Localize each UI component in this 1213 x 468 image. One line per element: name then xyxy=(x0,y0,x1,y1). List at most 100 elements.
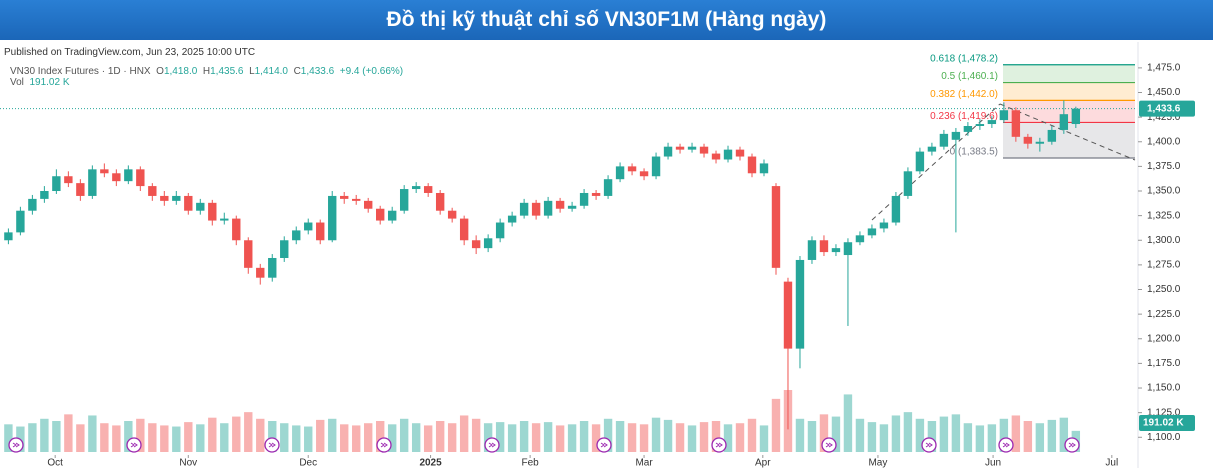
volume-bar xyxy=(639,424,649,452)
candle-body xyxy=(447,210,457,219)
volume-bar xyxy=(663,419,673,452)
candle-body xyxy=(927,146,937,152)
volume-bar xyxy=(567,424,577,452)
candle-body xyxy=(555,200,565,209)
volume-bar xyxy=(747,418,757,452)
event-arrow xyxy=(380,442,388,448)
y-tick-label: 1,450.0 xyxy=(1147,87,1181,98)
change: +9.4 (+0.66%) xyxy=(339,66,404,77)
candle-body xyxy=(280,240,289,258)
volume-bar xyxy=(232,416,241,452)
volume-bar xyxy=(76,424,85,452)
vol-value: 191.02 K xyxy=(29,77,70,88)
volume-bar xyxy=(819,414,829,452)
volume-bar xyxy=(987,424,997,452)
vol-label: Vol xyxy=(10,77,24,88)
volume-bar xyxy=(340,424,349,452)
volume-bar xyxy=(795,418,805,452)
candle-body xyxy=(459,218,469,241)
volume-bar xyxy=(687,425,697,452)
h-value: 1,435.6 xyxy=(210,66,244,77)
fib-band xyxy=(1003,82,1135,101)
c-value: 1,433.6 xyxy=(300,66,335,77)
volume-bar xyxy=(292,425,301,452)
candle-body xyxy=(196,202,205,211)
candle-body xyxy=(843,242,853,256)
candle-body xyxy=(411,186,421,190)
y-tick-label: 1,300.0 xyxy=(1147,235,1181,246)
event-arrow xyxy=(12,442,20,448)
event-arrow xyxy=(488,442,496,448)
published: Published on TradingView.com, Jun 23, 20… xyxy=(4,47,256,58)
candle-body xyxy=(16,210,25,233)
candle-body xyxy=(88,169,97,196)
candle-body xyxy=(795,259,805,349)
volume-bar xyxy=(280,423,289,452)
candle-body xyxy=(160,195,169,201)
volume-bar xyxy=(855,418,865,452)
fib-label: 0.236 (1,419.6) xyxy=(930,111,998,122)
volume-bar xyxy=(879,424,889,452)
candle-body xyxy=(531,202,541,216)
volume-badge-label: 191.02 K xyxy=(1143,418,1184,429)
candle-body xyxy=(208,202,217,221)
candle-body xyxy=(100,169,109,174)
volume-bar xyxy=(939,416,949,452)
candle-body xyxy=(963,125,973,132)
volume-bar xyxy=(651,417,661,452)
candle-body xyxy=(435,192,445,211)
symbol: VN30 Index Futures · 1D · HNX xyxy=(10,66,151,77)
x-tick-label: Apr xyxy=(755,458,771,468)
volume-bar xyxy=(220,423,229,452)
volume-bar xyxy=(148,423,157,452)
event-arrow xyxy=(715,442,723,448)
candle-body xyxy=(987,120,997,125)
volume-bar xyxy=(867,422,877,452)
volume-bar xyxy=(723,424,733,452)
volume-bar xyxy=(963,423,973,452)
candle-body xyxy=(292,230,301,241)
volume-bar xyxy=(627,423,637,452)
volume-bar xyxy=(352,425,361,452)
candle-body xyxy=(399,189,409,211)
candle-body xyxy=(1011,110,1021,137)
volume-bar xyxy=(483,423,493,452)
candle-body xyxy=(975,124,985,126)
volume-bar xyxy=(387,424,397,452)
o-value: 1,418.0 xyxy=(163,66,198,77)
volume-bar xyxy=(459,415,469,452)
volume-bar xyxy=(316,419,325,452)
y-tick-label: 1,275.0 xyxy=(1147,260,1181,271)
candle-body xyxy=(615,166,625,180)
volume-bar xyxy=(112,425,121,452)
x-tick-label: Jun xyxy=(985,458,1001,468)
volume-bar xyxy=(519,421,529,452)
fib-label: 0 (1,383.5) xyxy=(950,147,998,158)
volume-bar xyxy=(376,421,385,452)
volume-bar xyxy=(160,425,169,452)
candle-body xyxy=(567,205,577,209)
candle-body xyxy=(328,195,337,241)
volume-bar xyxy=(579,421,589,452)
banner: Đồ thị kỹ thuật chỉ số VN30F1M (Hàng ngà… xyxy=(0,0,1213,40)
x-tick-label: Feb xyxy=(522,458,540,468)
candle-body xyxy=(819,240,829,253)
candle-body xyxy=(1023,136,1033,144)
volume-bar xyxy=(903,412,913,452)
candle-body xyxy=(304,222,313,231)
volume-bar xyxy=(40,418,49,452)
candle-body xyxy=(40,191,49,199)
candle-body xyxy=(364,200,373,209)
volume-bar xyxy=(1059,417,1069,452)
event-arrow xyxy=(825,442,833,448)
volume-bar xyxy=(999,418,1009,452)
fib-label: 0.5 (1,460.1) xyxy=(941,71,998,82)
volume-bar xyxy=(759,425,769,452)
y-tick-label: 1,200.0 xyxy=(1147,333,1181,344)
candle-body xyxy=(76,183,85,196)
candle-body xyxy=(376,208,385,221)
title: Đồ thị kỹ thuật chỉ số VN30F1M (Hàng ngà… xyxy=(386,8,827,31)
volume-bar xyxy=(615,421,625,452)
y-tick-label: 1,250.0 xyxy=(1147,284,1181,295)
